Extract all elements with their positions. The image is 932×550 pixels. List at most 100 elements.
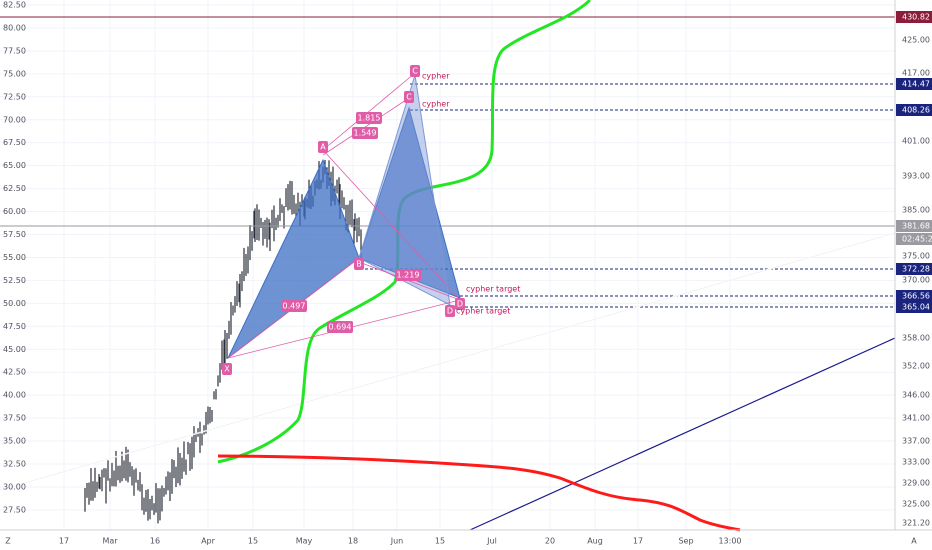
point-badge xyxy=(318,141,328,153)
right-axis-label: 393.00 xyxy=(902,172,930,181)
right-axis-label: 430.82 xyxy=(902,13,930,22)
x-axis-label: 17 xyxy=(633,537,643,546)
pattern-leg xyxy=(358,74,451,306)
point-label: C xyxy=(406,93,412,102)
left-axis-label: 42.50 xyxy=(3,368,26,377)
right-axis-label: 337.00 xyxy=(902,437,930,446)
left-axis-label: 67.50 xyxy=(3,138,26,147)
left-axis-label: 60.00 xyxy=(3,207,26,216)
left-axis-label: 82.50 xyxy=(3,1,26,10)
trend-line xyxy=(469,337,896,531)
left-axis-label: 45.00 xyxy=(3,345,26,354)
x-axis-label: 13:00 xyxy=(718,537,741,546)
x-axis-label: Sep xyxy=(678,537,693,546)
corner-label: A xyxy=(911,537,917,546)
right-axis-label: 329.00 xyxy=(902,479,930,488)
right-axis-label: 365.04 xyxy=(902,303,930,312)
right-axis-label: 370.00 xyxy=(902,276,930,285)
left-axis-label: 27.50 xyxy=(3,505,26,514)
ratio-badge xyxy=(327,321,353,333)
right-axis-label: 375.00 xyxy=(902,252,930,261)
right-axis-label: 358.00 xyxy=(902,334,930,343)
corner-label: Z xyxy=(5,537,11,546)
left-axis-label: 30.00 xyxy=(3,482,26,491)
point-badge xyxy=(455,298,465,310)
pattern-labels: X A B C C DD 1.815 1.549 0.497 0.694 1.219 cypher cy… xyxy=(222,65,520,375)
point-badge xyxy=(354,258,364,270)
x-axis-label: 17 xyxy=(59,537,69,546)
price-tag xyxy=(896,263,932,275)
x-axis-label: Aug xyxy=(587,537,603,546)
trend-line-edge xyxy=(0,232,896,491)
left-axis-label: 57.50 xyxy=(3,230,26,239)
x-axis-label: 16 xyxy=(150,537,160,546)
point-badge xyxy=(222,363,232,375)
point-label: B xyxy=(356,260,362,269)
point-label: A xyxy=(320,143,326,152)
pattern-note: cypher xyxy=(422,72,450,81)
right-axis-label: 325.00 xyxy=(902,500,930,509)
x-axis-label: Jun xyxy=(390,537,404,546)
left-axis-label: 55.00 xyxy=(3,253,26,262)
right-axis-label: 352.00 xyxy=(902,362,930,371)
left-axis-label: 62.50 xyxy=(3,184,26,193)
right-axis-label: 381.68 xyxy=(902,222,930,231)
ratio-label: 0.694 xyxy=(329,323,352,332)
right-axis-label: 366.56 xyxy=(902,292,930,301)
left-axis-label: 32.50 xyxy=(3,460,26,469)
x-axis-label: Jul xyxy=(486,537,497,546)
point-label: D xyxy=(447,307,453,316)
ratio-label: 1.549 xyxy=(354,129,377,138)
right-axis-label: 385.00 xyxy=(902,206,930,215)
ratio-badge xyxy=(281,300,307,312)
left-axis-label: 75.00 xyxy=(3,69,26,78)
price-tag xyxy=(896,220,932,232)
ratio-badge xyxy=(356,112,382,124)
right-axis-label: 321.20 xyxy=(902,519,930,528)
ratio-badge xyxy=(352,127,378,139)
indicator-line xyxy=(217,454,741,532)
x-axis-label: Mar xyxy=(102,537,118,546)
pattern-note: cypher target xyxy=(456,307,510,316)
x-axis-label: 15 xyxy=(435,537,445,546)
x-axis-label: 20 xyxy=(545,537,555,546)
left-axis-label: 47.50 xyxy=(3,322,26,331)
right-axis-label: 341.00 xyxy=(902,414,930,423)
left-axis-label: 50.00 xyxy=(3,299,26,308)
point-badge xyxy=(404,91,414,103)
price-tag xyxy=(896,11,932,23)
right-axis-label: 414.47 xyxy=(902,80,930,89)
x-axis-label: May xyxy=(296,537,313,546)
ratio-label: 1.219 xyxy=(397,271,420,280)
pattern-note: cypher xyxy=(422,100,450,109)
x-axis-label: Apr xyxy=(201,537,216,546)
ratio-badge xyxy=(395,269,421,281)
price-tag xyxy=(896,78,932,90)
point-label: C xyxy=(412,67,418,76)
right-axis-label: 02:45:23 xyxy=(902,235,932,244)
right-axis-label: 401.00 xyxy=(902,137,930,146)
right-axis-label: 372.28 xyxy=(902,265,930,274)
point-badge xyxy=(410,65,420,77)
point-label: X xyxy=(224,365,230,374)
left-axis-label: 77.50 xyxy=(3,46,26,55)
price-tag xyxy=(896,104,932,116)
ratio-label: 0.497 xyxy=(283,302,306,311)
point-badge xyxy=(445,305,455,317)
right-axis-label: 408.26 xyxy=(902,106,930,115)
pattern-note: cypher target xyxy=(466,285,520,294)
ratio-label: 1.815 xyxy=(358,114,381,123)
x-axis-label: 18 xyxy=(348,537,358,546)
left-axis-label: 80.00 xyxy=(3,23,26,32)
left-axis-label: 35.00 xyxy=(3,437,26,446)
right-axis-label: 425.00 xyxy=(902,36,930,45)
point-label: D xyxy=(457,300,463,309)
x-axis-label: 15 xyxy=(248,537,258,546)
right-axis-label: 417.00 xyxy=(902,69,930,78)
left-axis-label: 72.50 xyxy=(3,92,26,101)
left-axis-label: 37.50 xyxy=(3,414,26,423)
left-axis-label: 52.50 xyxy=(3,276,26,285)
left-axis-label: 65.00 xyxy=(3,161,26,170)
